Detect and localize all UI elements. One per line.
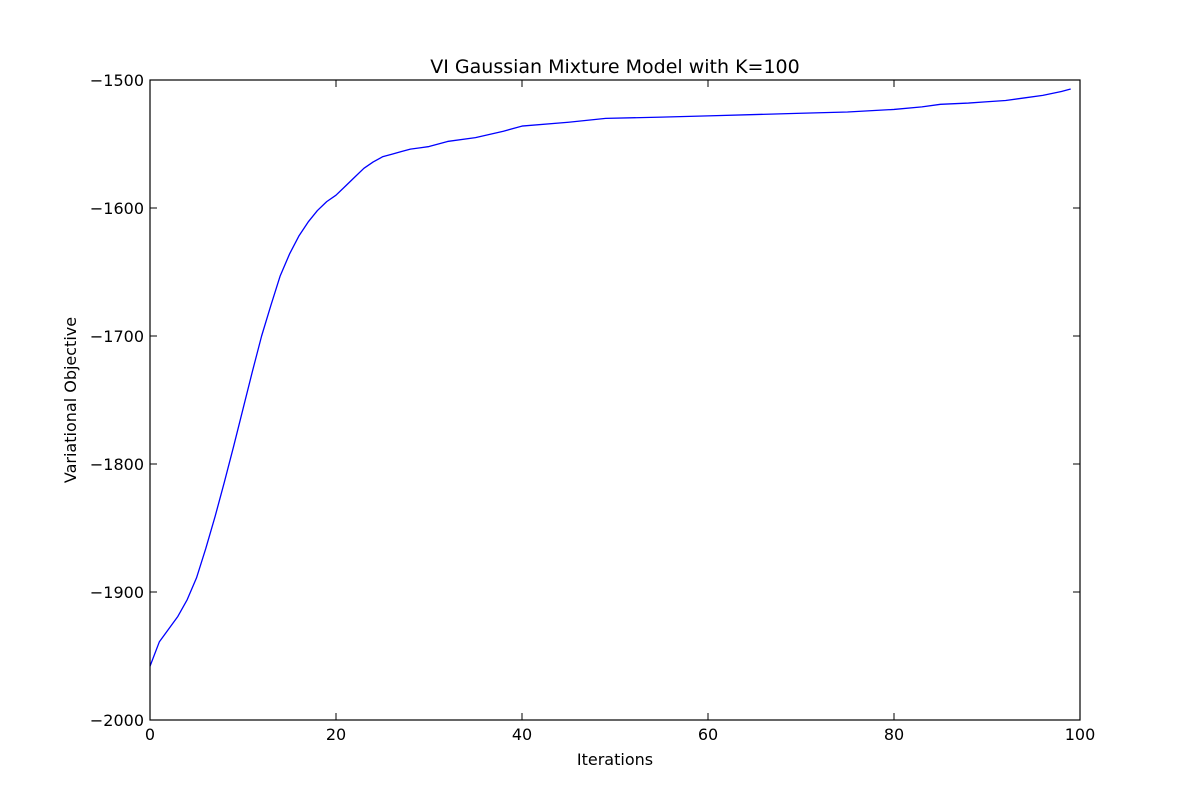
y-tick-label: −1800 (90, 455, 144, 474)
x-tick-label: 100 (1065, 725, 1096, 744)
y-tick-label: −1900 (90, 583, 144, 602)
axes-frame (149, 79, 1081, 721)
ticks-layer (149, 79, 1081, 721)
series-line (149, 88, 1071, 667)
x-tick-label: 60 (698, 725, 718, 744)
series-layer (149, 88, 1071, 667)
y-tick-label: −1700 (90, 327, 144, 346)
x-tick-label: 20 (326, 725, 346, 744)
y-axis-label: Variational Objective (61, 317, 80, 483)
x-axis-label: Iterations (577, 750, 653, 769)
tick-labels-layer: 0 20 40 60 80 100 −2000 −1900 −1800 −1700 −1600 −15… (90, 71, 1095, 744)
x-tick-label: 40 (512, 725, 532, 744)
y-tick-label: −2000 (90, 711, 144, 730)
chart-title: VI Gaussian Mixture Model with K=100 (430, 56, 799, 78)
x-tick-label: 80 (884, 725, 904, 744)
x-tick-label: 0 (145, 725, 155, 744)
y-tick-label: −1600 (90, 199, 144, 218)
y-tick-label: −1500 (90, 71, 144, 90)
